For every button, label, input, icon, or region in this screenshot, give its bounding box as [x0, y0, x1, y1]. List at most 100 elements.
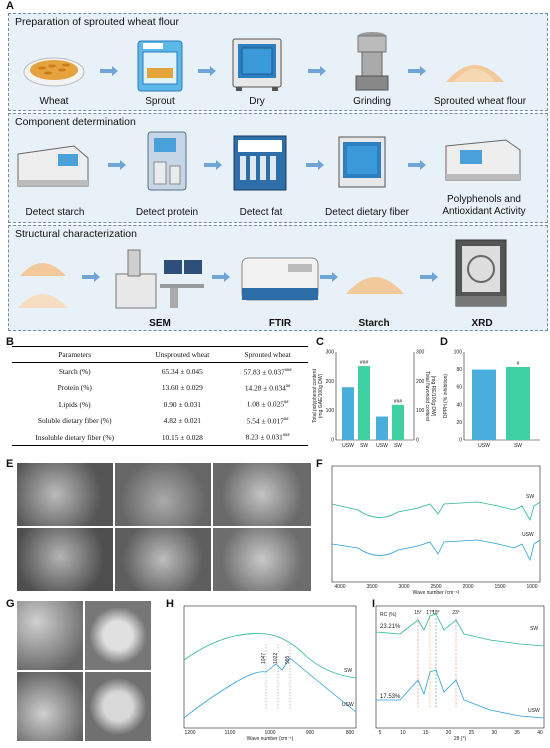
arrow-icon — [408, 160, 426, 170]
chart-ftir-starch: 1200 1100 1000 900 800 Wave number (cm⁻¹) 1047… — [183, 605, 357, 742]
x-axis-label: Wave number (cm⁻¹) — [247, 736, 294, 742]
starch-sem-grid — [16, 600, 152, 742]
sem-micrograph — [84, 671, 152, 742]
panel-label-f: F — [316, 458, 323, 470]
x-axis-label: Wave number (cm⁻¹) — [413, 590, 460, 594]
table-cell: 57.83 ± 0.037### — [227, 363, 308, 380]
y-axis-label: Total polyphenol content — [312, 368, 318, 423]
plot-frame — [331, 465, 541, 583]
table-cell: 1.08 ± 0.025## — [227, 396, 308, 412]
spectrophotometer-icon — [17, 145, 89, 187]
protein-analyzer-icon — [147, 131, 187, 191]
sprout-incubator-icon — [137, 40, 183, 92]
section-title-component: Component determination — [15, 116, 136, 128]
sem-micrograph — [212, 527, 312, 592]
y-axis-label: DPPH (% inhibition) — [443, 374, 449, 419]
arrow-icon — [308, 66, 326, 76]
table-header: Parameters — [12, 346, 138, 363]
sem-micrograph — [16, 671, 84, 742]
wheat-bowl-icon — [23, 57, 85, 87]
peak-label: 1047 — [261, 653, 267, 664]
fiber-oven-icon — [338, 136, 386, 188]
series-label-usw: USW — [528, 708, 540, 714]
x-tick-label: 1000 — [264, 730, 275, 736]
x-tick-label: 5 — [379, 730, 382, 736]
table-cell: Soluble dietary fiber (%) — [37, 416, 112, 426]
x-tick-label: 20 — [446, 730, 452, 736]
table-cell: 4.82 ± 0.021 — [163, 416, 201, 426]
series-line-sw — [331, 501, 541, 522]
series-line-usw — [183, 657, 357, 719]
step-label-starch-structure: Starch — [358, 318, 390, 329]
table-header: Sprouted wheat — [227, 346, 308, 363]
arrow-icon — [82, 272, 100, 282]
y-axis-label: (mg GAE/100g DW) — [318, 373, 324, 418]
x-tick-label: 800 — [346, 730, 355, 736]
rc-value-usw: 17.53% — [380, 694, 401, 700]
bar — [506, 366, 530, 440]
table-cell: 10.15 ± 0.028 — [137, 428, 228, 447]
table-row: Lipids (%) 0.90 ± 0.031 1.08 ± 0.025## — [12, 396, 308, 412]
sem-micrograph — [16, 600, 84, 671]
x-tick-label: 40 — [537, 730, 543, 736]
x-tick-label: SW — [394, 443, 402, 449]
sem-micrograph — [84, 600, 152, 671]
y-tick-label: 60 — [456, 385, 462, 391]
sem-micrograph — [16, 462, 114, 527]
sem-micrograph — [114, 527, 212, 592]
xrd-diffractometer-icon — [455, 239, 507, 307]
arrow-icon — [108, 160, 126, 170]
significance-mark: ### — [282, 432, 290, 438]
y-tick-label: 80 — [456, 367, 462, 373]
table-cell: 14.28 ± 0.034## — [227, 379, 308, 395]
x-axis-label: 2θ (°) — [454, 736, 467, 742]
significance-mark: ### — [284, 366, 292, 372]
x-tick-label: SW — [360, 443, 368, 449]
plot-frame — [375, 605, 545, 729]
chart-xrd: 5 10 15 20 25 30 35 40 2θ (°) RC (%) 15° 17°18° 23° 2… — [375, 605, 545, 742]
peak-label: 1022 — [273, 653, 279, 664]
x-tick-label: 900 — [306, 730, 315, 736]
chart-polyphenol-flavonoid: 0 0 100 100 200 200 300 300 USW SW ### USW SW ### Tota… — [312, 350, 436, 450]
peak-label: 15° — [414, 610, 422, 616]
sem-image-grid — [16, 462, 312, 592]
x-tick-label: 3000 — [398, 584, 409, 590]
x-tick-label: USW — [376, 443, 388, 449]
y-tick-label: 40 — [456, 402, 462, 408]
panel-label-e: E — [6, 458, 14, 470]
composition-table: Parameters Unsprouted wheat Sprouted whe… — [12, 346, 308, 447]
sem-micrograph — [212, 462, 312, 527]
series-line-usw — [376, 669, 545, 719]
series-label-sw: SW — [526, 494, 534, 500]
rc-label: RC (%) — [380, 612, 397, 618]
arrow-icon — [408, 66, 426, 76]
table-cell: Insoluble dietary fiber (%) — [12, 428, 138, 447]
x-tick-label: 10 — [400, 730, 406, 736]
arrow-icon — [420, 272, 438, 282]
dry-oven-icon — [232, 38, 282, 91]
step-label-fiber: Detect dietary fiber — [325, 207, 409, 218]
flour-pile-icon — [446, 65, 504, 82]
y-tick-label: 300 — [326, 350, 335, 356]
grinder-icon — [355, 32, 389, 91]
table-cell: 13.60 ± 0.029 — [161, 383, 203, 393]
y-axis-label-right: Total flavonoid content — [424, 371, 430, 421]
step-label-xrd: XRD — [471, 318, 493, 329]
y-tick-label: 100 — [326, 408, 335, 414]
x-tick-label: USW — [478, 443, 490, 449]
x-tick-label: USW — [342, 443, 354, 449]
y-tick-label: 20 — [456, 420, 462, 426]
step-label-sprout: Sprout — [145, 96, 175, 107]
x-tick-label: 1000 — [526, 584, 537, 590]
table-value: 57.83 ± 0.037 — [243, 366, 285, 376]
x-tick-label: 1100 — [225, 730, 236, 736]
x-tick-label: 2500 — [430, 584, 441, 590]
table-row: Soluble dietary fiber (%) 4.82 ± 0.021 5… — [12, 412, 308, 428]
y-tick-label-right: 200 — [416, 379, 425, 385]
table-cell: 65.34 ± 0.045 — [161, 366, 203, 376]
section-preparation: Preparation of sprouted wheat flour — [8, 13, 548, 111]
x-tick-label: 25 — [469, 730, 475, 736]
sem-micrograph — [16, 527, 114, 592]
series-line-sw — [183, 633, 357, 679]
y-tick-label: 100 — [454, 350, 463, 356]
